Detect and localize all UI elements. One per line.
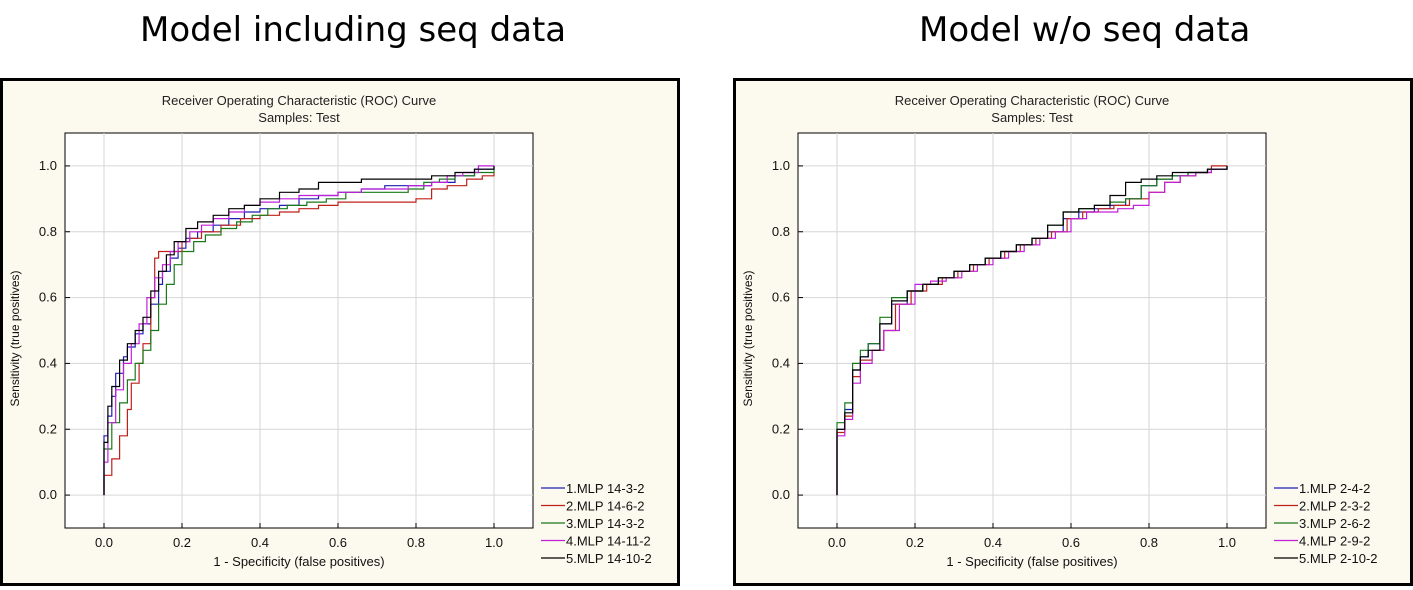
x-tick-label: 0.2 <box>906 535 924 550</box>
y-tick-label: 0.6 <box>772 290 790 305</box>
x-tick-label: 0.6 <box>1062 535 1080 550</box>
legend-label: 1.MLP 2-4-2 <box>1299 481 1370 496</box>
legend-label: 5.MLP 14-10-2 <box>566 551 652 566</box>
x-tick-label: 1.0 <box>1218 535 1236 550</box>
y-tick-label: 0.0 <box>39 487 57 502</box>
roc-chart-left: Receiver Operating Characteristic (ROC) … <box>8 93 652 569</box>
legend-label: 3.MLP 2-6-2 <box>1299 516 1370 531</box>
chart-title: Receiver Operating Characteristic (ROC) … <box>895 93 1170 108</box>
legend-label: 3.MLP 14-3-2 <box>566 516 645 531</box>
y-tick-label: 0.4 <box>39 355 57 370</box>
roc-series-5 <box>836 165 1228 496</box>
legend-label: 4.MLP 14-11-2 <box>566 534 651 549</box>
headline-left: Model including seq data <box>140 10 567 50</box>
y-tick-label: 0.6 <box>39 290 57 305</box>
y-tick-label: 0.8 <box>39 224 57 239</box>
x-tick-label: 0.6 <box>329 535 347 550</box>
y-axis-label: Sensitivity (true positives) <box>8 270 22 406</box>
headline-right: Model w/o seq data <box>919 10 1251 50</box>
x-tick-label: 0.4 <box>251 535 269 550</box>
legend-label: 2.MLP 14-6-2 <box>566 499 645 514</box>
y-tick-label: 0.8 <box>772 224 790 239</box>
y-tick-label: 0.2 <box>772 421 790 436</box>
roc-series-3 <box>103 169 495 496</box>
x-axis-label: 1 - Specificity (false positives) <box>946 554 1117 569</box>
x-tick-label: 0.8 <box>407 535 425 550</box>
roc-chart-right: Receiver Operating Characteristic (ROC) … <box>741 93 1378 569</box>
x-tick-label: 1.0 <box>485 535 503 550</box>
chart-panel-right: Receiver Operating Characteristic (ROC) … <box>733 78 1413 586</box>
x-tick-label: 0.0 <box>828 535 846 550</box>
roc-series-2 <box>103 172 495 496</box>
x-tick-label: 0.2 <box>173 535 191 550</box>
x-tick-label: 0.0 <box>95 535 113 550</box>
chart-title: Receiver Operating Characteristic (ROC) … <box>162 93 437 108</box>
legend-label: 4.MLP 2-9-2 <box>1299 534 1370 549</box>
x-tick-label: 0.8 <box>1140 535 1158 550</box>
x-tick-label: 0.4 <box>984 535 1002 550</box>
y-tick-label: 0.4 <box>772 355 790 370</box>
plot-area <box>797 132 1267 529</box>
chart-subtitle: Samples: Test <box>258 110 340 125</box>
legend-label: 5.MLP 2-10-2 <box>1299 551 1378 566</box>
chart-subtitle: Samples: Test <box>991 110 1073 125</box>
y-axis-label: Sensitivity (true positives) <box>741 270 755 406</box>
legend-label: 2.MLP 2-3-2 <box>1299 499 1370 514</box>
legend-label: 1.MLP 14-3-2 <box>566 481 645 496</box>
y-tick-label: 0.0 <box>772 487 790 502</box>
roc-series-5 <box>103 165 495 496</box>
chart-panel-left: Receiver Operating Characteristic (ROC) … <box>0 78 680 586</box>
y-tick-label: 1.0 <box>39 158 57 173</box>
y-tick-label: 0.2 <box>39 421 57 436</box>
y-tick-label: 1.0 <box>772 158 790 173</box>
x-axis-label: 1 - Specificity (false positives) <box>213 554 384 569</box>
